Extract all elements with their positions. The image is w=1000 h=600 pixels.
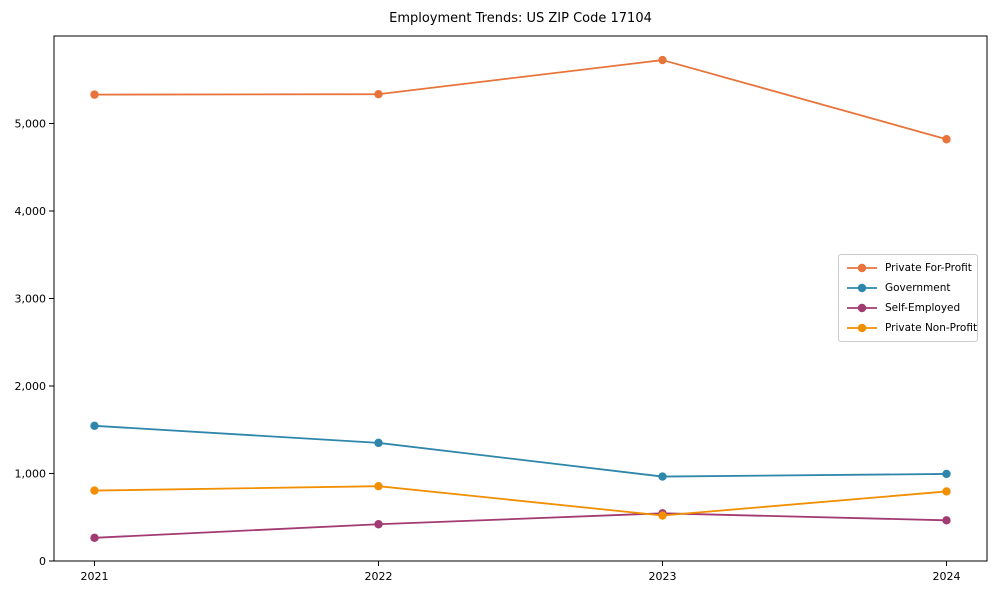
- data-point-government-2024: [942, 469, 951, 479]
- legend-label: Self-Employed: [885, 302, 961, 314]
- legend-line-marker-icon: [847, 263, 877, 273]
- data-point-private-for-profit-2021: [90, 90, 99, 99]
- x-tick-label: 2024: [933, 570, 961, 583]
- legend-item-government: Government: [839, 278, 977, 298]
- y-tick-label: 1,000: [15, 467, 47, 480]
- y-tick-label: 0: [39, 555, 46, 568]
- legend-item-private-for-profit: Private For-Profit: [839, 258, 977, 278]
- legend-item-self-employed: Self-Employed: [839, 298, 977, 318]
- data-point-private-non-profit-2023: [658, 511, 667, 520]
- x-tick-label: 2021: [81, 570, 109, 583]
- series-line-government: [94, 424, 947, 478]
- y-tick-label: 3,000: [15, 292, 47, 305]
- x-tick-label: 2022: [365, 570, 393, 583]
- legend-line-marker-icon: [847, 283, 877, 293]
- legend-label: Private For-Profit: [885, 262, 972, 274]
- y-tick-label: 5,000: [15, 117, 47, 130]
- data-point-private-non-profit-2021: [90, 486, 99, 495]
- legend-item-private-non-profit: Private Non-Profit: [839, 318, 977, 338]
- data-point-private-non-profit-2022: [374, 481, 383, 491]
- x-tick-label: 2023: [649, 570, 677, 583]
- series-line-private-non-profit: [94, 485, 947, 517]
- data-point-private-non-profit-2024: [942, 487, 951, 496]
- series-line-private-for-profit: [94, 59, 947, 141]
- data-point-government-2021: [90, 421, 99, 431]
- data-point-private-for-profit-2023: [658, 55, 667, 65]
- chart-legend: Private For-Profit Government Self-Emplo…: [838, 254, 978, 342]
- legend-line-marker-icon: [847, 323, 877, 333]
- data-point-private-for-profit-2024: [942, 135, 951, 144]
- data-point-government-2023: [658, 472, 667, 481]
- data-point-self-employed-2021: [90, 533, 99, 543]
- data-point-private-for-profit-2022: [374, 89, 383, 99]
- data-point-self-employed-2024: [942, 516, 951, 525]
- legend-label: Private Non-Profit: [885, 322, 978, 334]
- data-point-government-2022: [374, 438, 383, 448]
- legend-label: Government: [885, 282, 951, 294]
- data-point-self-employed-2022: [374, 520, 383, 529]
- y-tick-label: 4,000: [15, 205, 47, 218]
- y-tick-label: 2,000: [15, 380, 47, 393]
- legend-line-marker-icon: [847, 303, 877, 313]
- chart-title: Employment Trends: US ZIP Code 17104: [389, 11, 652, 26]
- series-line-self-employed: [94, 512, 947, 539]
